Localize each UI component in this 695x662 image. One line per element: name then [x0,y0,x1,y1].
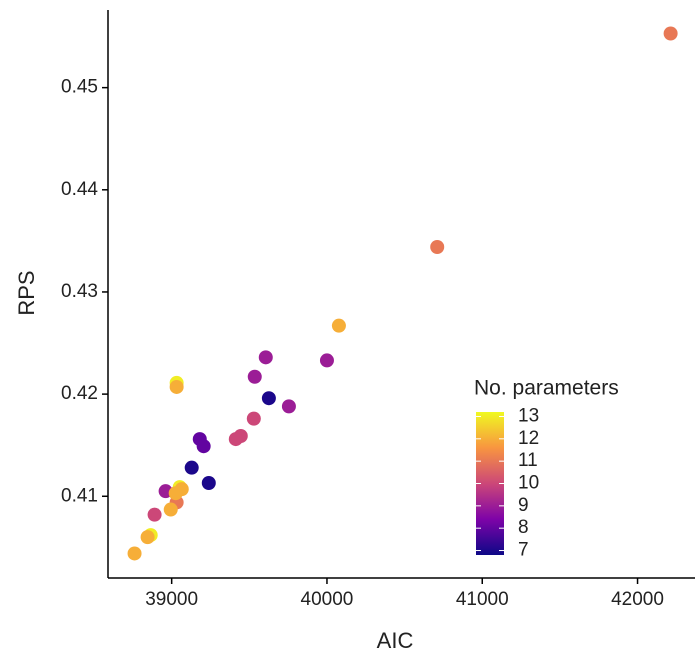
point [246,411,261,426]
y-tick-label: 0.45 [61,77,98,98]
point [281,399,296,414]
colorbar-tick-label: 10 [518,473,539,494]
point [127,546,142,561]
point [169,379,184,394]
legend-title: No. parameters [474,377,619,400]
point [430,240,445,255]
point [168,486,183,501]
colorbar-tick-label: 11 [518,450,538,471]
point [331,318,346,333]
y-tick-label: 0.43 [61,281,98,302]
point [319,353,334,368]
point [261,391,276,406]
y-axis-label: RPS [14,270,39,315]
point [196,439,211,454]
point [247,369,262,384]
point [140,530,155,545]
point [258,350,273,365]
colorbar-tick-label: 9 [518,495,529,516]
point [163,502,178,517]
y-tick-label: 0.42 [61,383,98,404]
point [184,460,199,475]
x-tick-label: 42000 [611,589,664,610]
x-axis-label: AIC [377,628,414,653]
colorbar-tick-label: 13 [518,405,539,426]
x-tick-label: 39000 [145,589,198,610]
x-tick-label: 41000 [456,589,509,610]
point [201,475,216,490]
point [663,26,678,41]
x-tick-label: 40000 [301,589,354,610]
colorbar-tick-label: 12 [518,428,539,449]
point [147,507,162,522]
y-tick-label: 0.44 [61,179,98,200]
point [228,432,243,447]
colorbar-tick-label: 7 [518,540,529,561]
colorbar-tick-label: 8 [518,517,529,538]
y-tick-label: 0.41 [61,485,98,506]
